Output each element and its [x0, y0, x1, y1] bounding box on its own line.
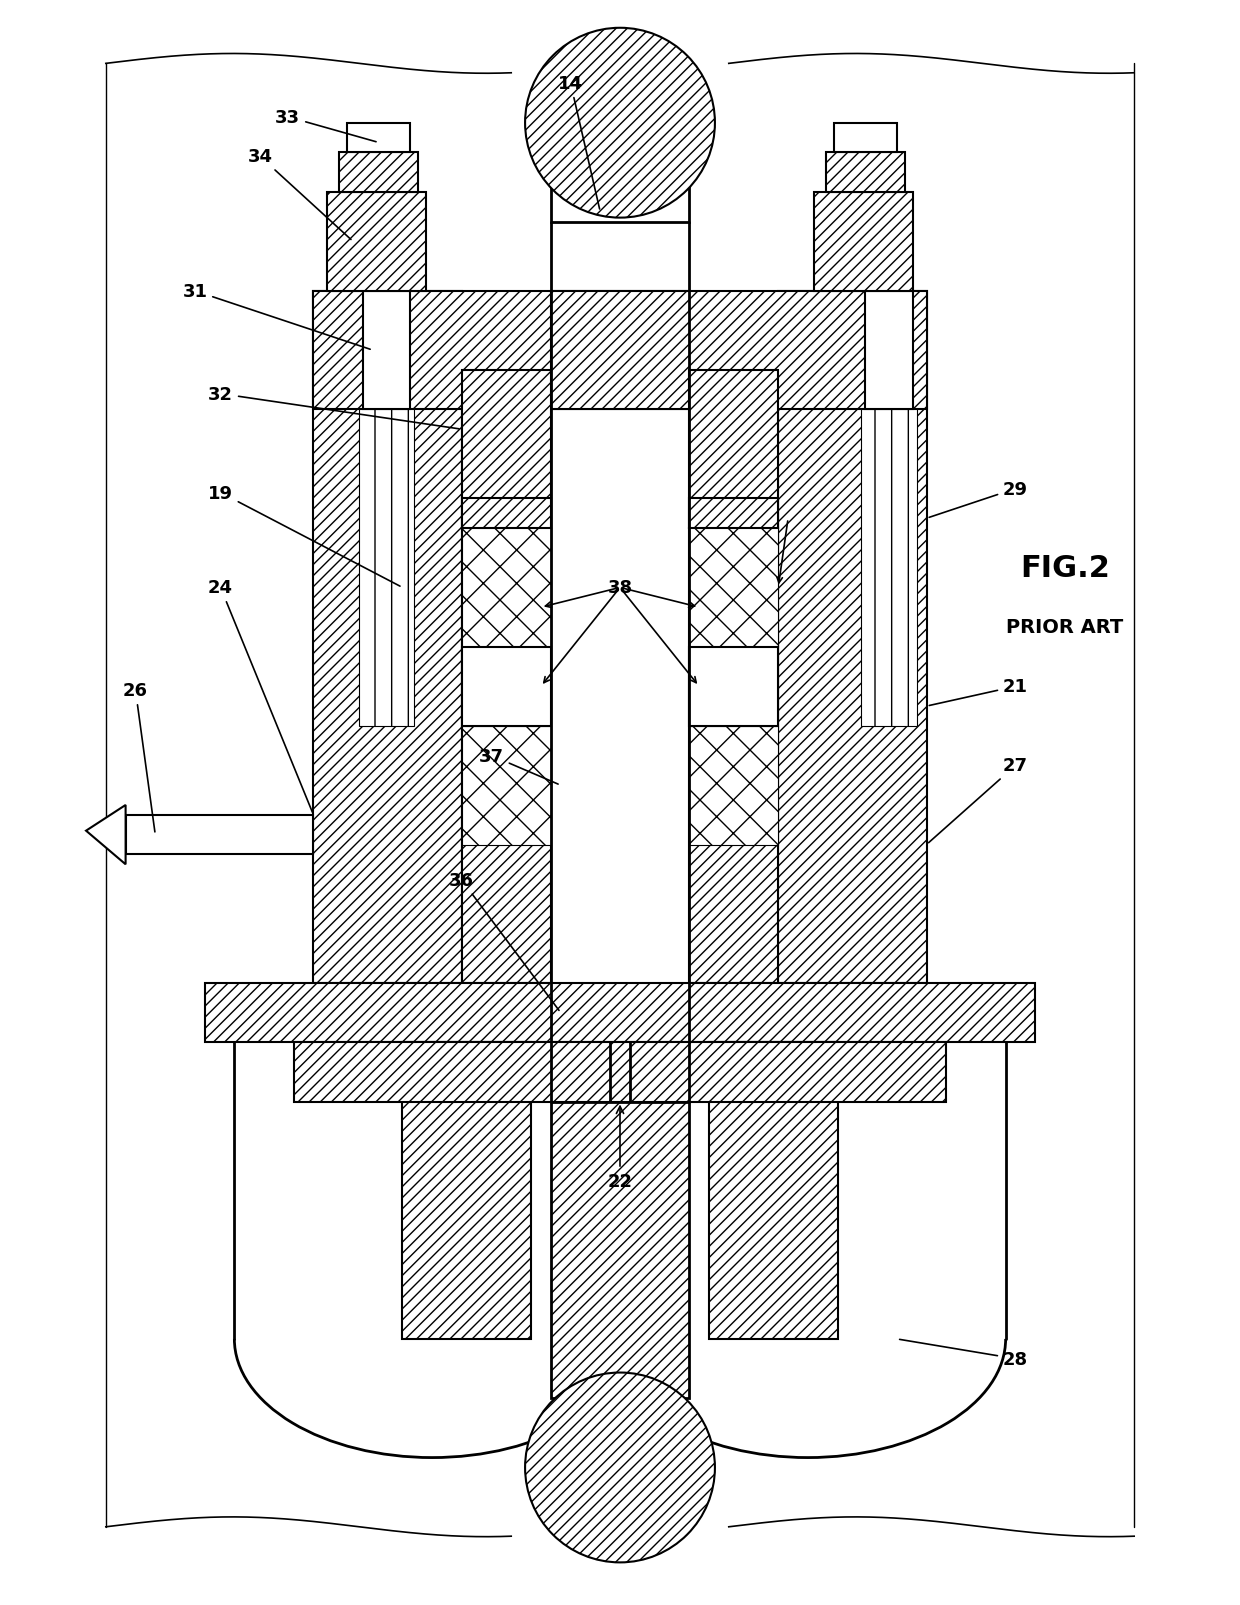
Polygon shape — [86, 806, 125, 865]
Bar — [866, 292, 913, 411]
Bar — [314, 292, 461, 984]
Bar — [813, 193, 913, 292]
Bar — [826, 152, 905, 193]
Bar — [327, 193, 427, 292]
Bar — [347, 124, 410, 152]
Bar — [314, 292, 689, 411]
Text: 22: 22 — [608, 1106, 632, 1189]
Bar — [779, 292, 926, 984]
Text: FIG.2: FIG.2 — [1021, 554, 1110, 583]
Bar — [125, 815, 314, 855]
Text: 24: 24 — [208, 579, 312, 812]
Text: 34: 34 — [248, 148, 351, 241]
Bar — [461, 528, 551, 647]
Text: 14: 14 — [558, 75, 600, 210]
Bar — [461, 499, 551, 528]
Text: 33: 33 — [275, 109, 376, 143]
Bar — [709, 1043, 837, 1339]
Bar — [862, 411, 916, 727]
Bar — [689, 647, 779, 727]
Text: 29: 29 — [929, 480, 1028, 518]
Bar — [294, 1043, 946, 1103]
Bar — [403, 1043, 531, 1339]
Circle shape — [525, 29, 715, 218]
Bar — [551, 292, 926, 411]
Circle shape — [525, 1372, 715, 1562]
Text: 31: 31 — [182, 282, 371, 350]
Bar — [363, 292, 410, 411]
Bar — [689, 371, 779, 528]
Bar — [461, 371, 551, 528]
Bar — [689, 727, 779, 844]
Text: 27: 27 — [929, 758, 1028, 843]
Bar — [689, 528, 779, 647]
Bar — [689, 499, 779, 528]
Bar — [833, 124, 897, 152]
Text: 21: 21 — [929, 677, 1028, 706]
Bar — [358, 411, 414, 727]
Text: 32: 32 — [208, 385, 459, 430]
Bar — [551, 1103, 689, 1398]
Bar — [551, 124, 689, 223]
Bar — [461, 647, 551, 727]
Text: 28: 28 — [899, 1340, 1028, 1367]
Bar — [461, 727, 551, 844]
Text: 38: 38 — [608, 579, 632, 597]
Bar — [689, 528, 779, 984]
Text: PRIOR ART: PRIOR ART — [1007, 618, 1123, 637]
Text: 19: 19 — [208, 485, 401, 587]
Text: 36: 36 — [449, 872, 559, 1011]
Bar — [205, 984, 1035, 1043]
Text: 26: 26 — [123, 682, 155, 833]
Text: 37: 37 — [479, 746, 558, 785]
Bar — [340, 152, 418, 193]
Bar — [461, 528, 551, 984]
